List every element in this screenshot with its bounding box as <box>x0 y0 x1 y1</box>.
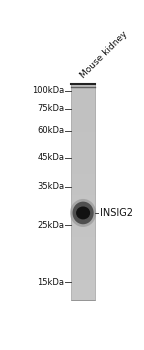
Text: 45kDa: 45kDa <box>37 153 65 162</box>
Ellipse shape <box>73 202 94 224</box>
Ellipse shape <box>76 206 90 219</box>
Text: 35kDa: 35kDa <box>37 182 65 191</box>
Text: 15kDa: 15kDa <box>37 278 65 287</box>
Text: Mouse kidney: Mouse kidney <box>78 29 129 80</box>
Text: 25kDa: 25kDa <box>37 221 65 230</box>
Ellipse shape <box>70 199 96 227</box>
Text: 100kDa: 100kDa <box>32 86 65 95</box>
Bar <box>71 84 95 300</box>
Text: INSIG2: INSIG2 <box>100 208 133 218</box>
Text: 75kDa: 75kDa <box>37 105 65 113</box>
Text: 60kDa: 60kDa <box>37 126 65 135</box>
